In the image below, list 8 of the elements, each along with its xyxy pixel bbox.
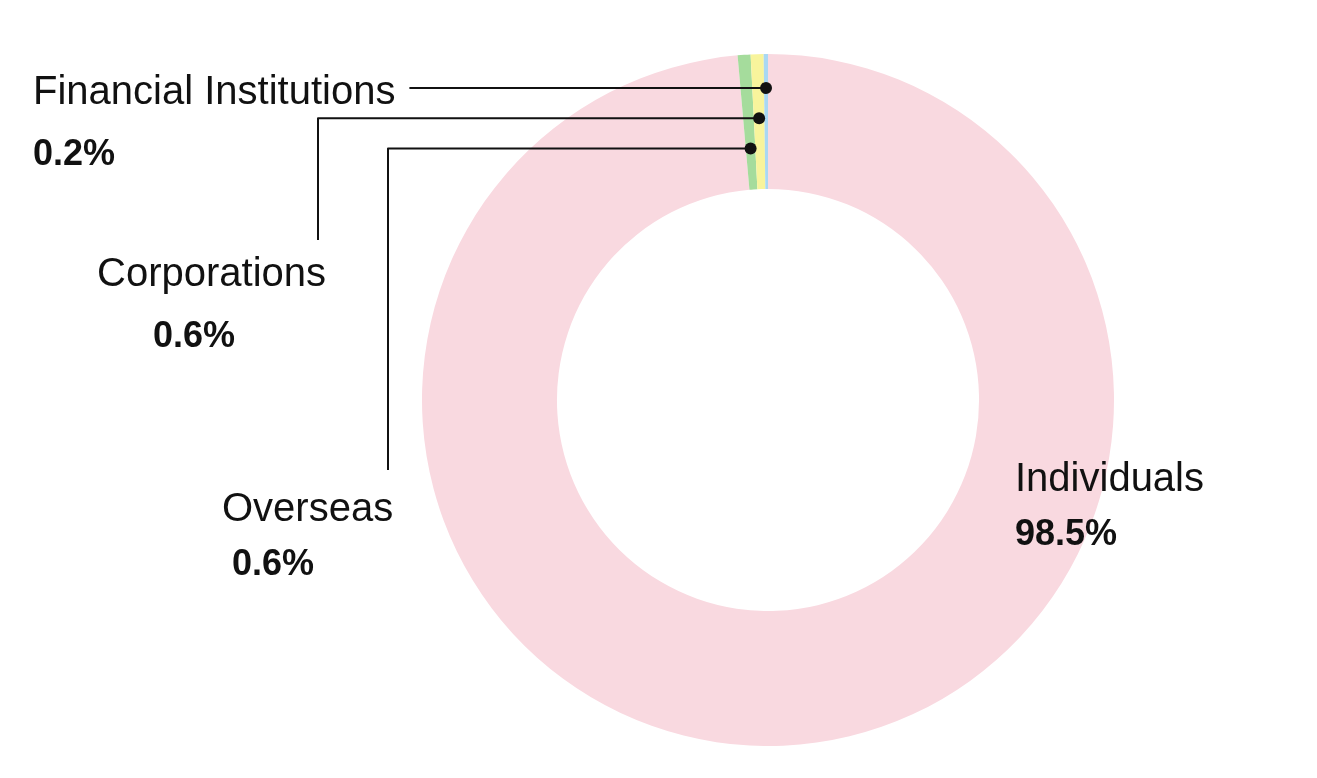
data-label: 0.6% xyxy=(232,541,315,583)
data-label: 0.6% xyxy=(153,313,236,355)
slice-label: Overseas xyxy=(222,485,394,530)
slice-label: Corporations xyxy=(97,250,327,295)
data-label: 98.5% xyxy=(1015,511,1118,553)
slice-label: Individuals xyxy=(1015,455,1205,500)
data-label: 0.2% xyxy=(33,131,116,173)
slice-label: Financial Institutions xyxy=(33,68,396,113)
